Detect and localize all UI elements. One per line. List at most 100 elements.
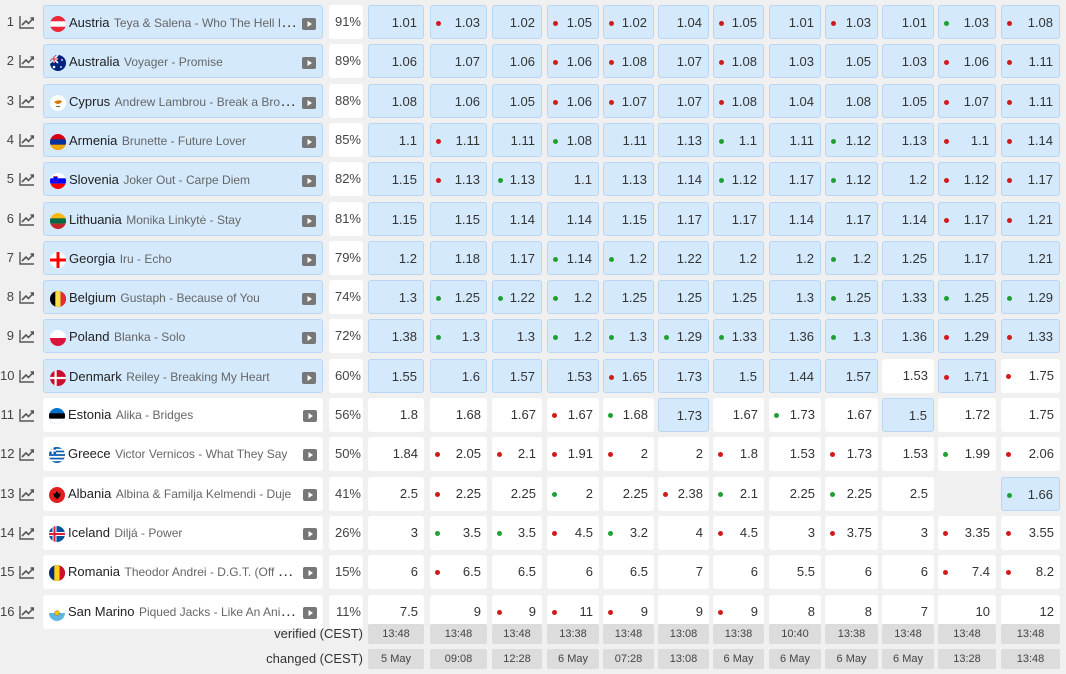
odds-cell[interactable]: 10 [938,594,996,629]
odds-cell[interactable]: 1.11 [492,122,542,157]
odds-cell[interactable]: 1.17 [492,240,542,275]
odds-cell[interactable]: 1.22 [658,240,709,275]
trend-chart-icon[interactable] [19,526,35,540]
odds-cell[interactable]: 1.6 [430,358,487,393]
odds-cell[interactable]: 1.25 [658,280,709,315]
odds-cell[interactable]: 4.5 [547,515,599,550]
country-entry[interactable]: Greece Victor Vernicos - What They Say [43,437,323,472]
odds-cell[interactable]: 1.2 [368,240,424,275]
country-entry[interactable]: Belgium Gustaph - Because of You [43,280,323,315]
odds-cell[interactable]: 9 [430,594,487,629]
odds-cell[interactable]: 9 [658,594,709,629]
odds-cell[interactable]: 6 [713,555,764,590]
odds-cell[interactable]: 8.2 [1001,555,1060,590]
odds-cell[interactable]: 1.02 [492,5,542,39]
odds-cell[interactable]: 1.11 [603,122,654,157]
odds-cell[interactable]: 2.05 [430,437,487,472]
odds-cell[interactable]: 12 [1001,594,1060,629]
video-play-icon[interactable] [303,566,317,580]
odds-cell[interactable]: 1.13 [492,162,542,197]
video-play-icon[interactable] [302,253,316,266]
odds-cell[interactable]: 1.1 [938,122,996,157]
odds-cell[interactable]: 1.33 [713,319,764,354]
odds-cell[interactable]: 1.2 [882,162,934,197]
odds-cell[interactable]: 1.5 [713,358,764,393]
odds-cell[interactable]: 1.2 [769,240,821,275]
odds-cell[interactable]: 1.73 [658,398,709,432]
odds-cell[interactable]: 1.2 [547,319,599,354]
odds-cell[interactable]: 1.14 [492,201,542,236]
odds-cell[interactable]: 1.15 [430,201,487,236]
odds-cell[interactable]: 1.03 [882,44,934,79]
odds-cell[interactable]: 1.5 [882,398,934,432]
odds-cell[interactable]: 1.55 [368,358,424,393]
video-play-icon[interactable] [302,135,316,148]
video-play-icon[interactable] [302,174,316,188]
odds-cell[interactable]: 1.14 [1001,122,1060,157]
odds-cell[interactable]: 1.33 [1001,319,1060,354]
odds-cell[interactable]: 9 [603,594,654,629]
odds-cell[interactable]: 7.4 [938,555,996,590]
trend-chart-icon[interactable] [19,605,35,619]
odds-cell[interactable]: 7.5 [368,594,424,629]
odds-cell[interactable]: 1.73 [825,437,878,472]
trend-chart-icon[interactable] [19,447,35,461]
odds-cell[interactable]: 1.06 [938,44,996,79]
odds-cell[interactable]: 1.08 [713,83,764,118]
odds-cell[interactable]: 1.12 [713,162,764,197]
country-entry[interactable]: Armenia Brunette - Future Lover [43,122,323,157]
odds-cell[interactable]: 1.3 [603,319,654,354]
odds-cell[interactable]: 7 [658,555,709,590]
odds-cell[interactable]: 6.5 [430,555,487,590]
odds-cell[interactable]: 1.8 [713,437,764,472]
odds-cell[interactable]: 1.3 [769,280,821,315]
trend-chart-icon[interactable] [19,15,35,29]
odds-cell[interactable]: 1.3 [430,319,487,354]
video-play-icon[interactable] [303,409,317,422]
odds-cell[interactable]: 6.5 [492,555,542,590]
odds-cell[interactable]: 1.08 [713,44,764,79]
odds-cell[interactable]: 1.15 [368,201,424,236]
odds-cell[interactable]: 1.14 [547,240,599,275]
trend-chart-icon[interactable] [19,408,35,422]
odds-cell[interactable]: 3 [882,515,934,550]
odds-cell[interactable]: 1.1 [547,162,599,197]
odds-cell[interactable]: 2.06 [1001,437,1060,472]
country-entry[interactable]: Georgia Iru - Echo [43,240,323,275]
trend-chart-icon[interactable] [19,94,35,108]
odds-cell[interactable]: 2.25 [430,476,487,511]
odds-cell[interactable]: 1.01 [882,5,934,39]
odds-cell[interactable]: 1.66 [1001,476,1060,511]
odds-cell[interactable]: 1.17 [825,201,878,236]
odds-cell[interactable]: 2.25 [769,476,821,511]
video-play-icon[interactable] [302,331,316,345]
odds-cell[interactable]: 1.75 [1001,358,1060,393]
trend-chart-icon[interactable] [19,565,35,579]
odds-cell[interactable]: 1.15 [603,201,654,236]
odds-cell[interactable]: 1.68 [430,398,487,432]
odds-cell[interactable]: 1.17 [713,201,764,236]
odds-cell[interactable]: 1.53 [882,437,934,472]
odds-cell[interactable]: 1.25 [430,280,487,315]
trend-chart-icon[interactable] [19,54,35,68]
odds-cell[interactable]: 1.06 [368,44,424,79]
odds-cell[interactable]: 1.03 [825,5,878,39]
odds-cell[interactable]: 9 [492,594,542,629]
odds-cell[interactable]: 1.04 [658,5,709,39]
odds-cell[interactable]: 1.72 [938,398,996,432]
trend-chart-icon[interactable] [19,172,35,186]
odds-cell[interactable]: 1.01 [368,5,424,39]
odds-cell[interactable]: 1.17 [769,162,821,197]
odds-cell[interactable]: 1.06 [547,83,599,118]
odds-cell[interactable]: 1.15 [368,162,424,197]
odds-cell[interactable]: 1.3 [492,319,542,354]
video-play-icon[interactable] [302,96,316,109]
odds-cell[interactable]: 3 [368,515,424,550]
country-entry[interactable]: Estonia Alika - Bridges [43,398,323,432]
odds-cell[interactable]: 8 [769,594,821,629]
trend-chart-icon[interactable] [19,133,35,147]
odds-cell[interactable]: 1.3 [825,319,878,354]
odds-cell[interactable]: 1.07 [658,83,709,118]
odds-cell[interactable]: 1.05 [882,83,934,118]
video-play-icon[interactable] [303,606,317,619]
